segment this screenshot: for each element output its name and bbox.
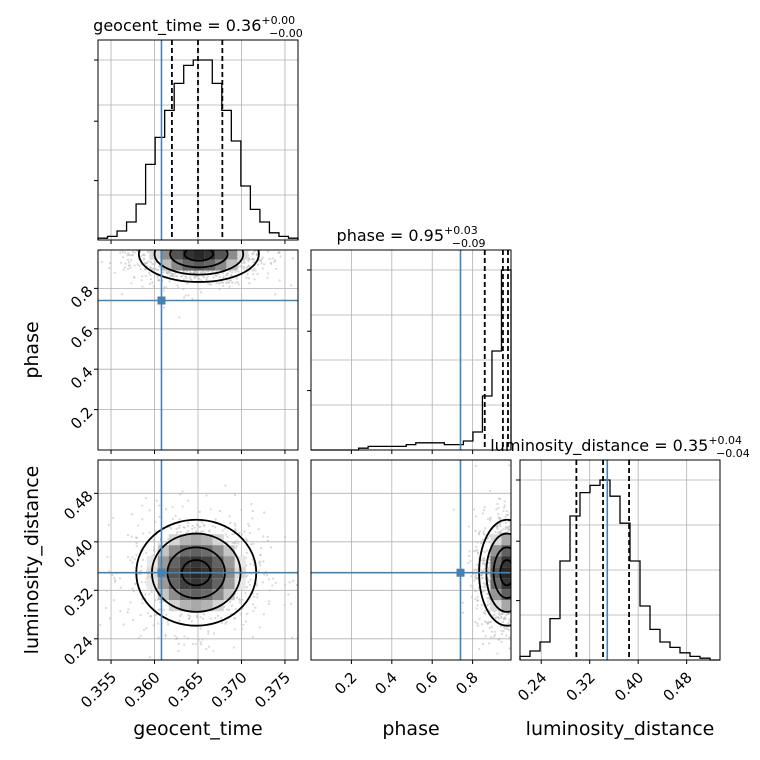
- xtick-label-geocent_time-0: 0.355: [77, 668, 120, 711]
- truth-marker-geocent_time-luminosity_distance: [157, 568, 166, 577]
- histogram-phase: [311, 269, 512, 451]
- title-geocent_time: geocent_time = 0.36+0.00 −0.00: [93, 14, 303, 40]
- xtick-label-geocent_time-3: 0.370: [208, 668, 251, 711]
- contours-geocent_time-phase: [137, 250, 260, 283]
- xtick-label-phase-3: 0.8: [452, 668, 482, 698]
- ylabel-phase: phase: [21, 321, 43, 378]
- xlabel-geocent_time: geocent_time: [133, 718, 262, 740]
- panel-diag-phase: [310, 249, 512, 451]
- panel-diag-luminosity_distance: [519, 459, 721, 661]
- ytick-label-phase-1: 0.4: [67, 363, 97, 393]
- density-geocent_time-phase: [149, 250, 249, 271]
- title-phase: phase = 0.95+0.03 −0.09: [337, 224, 486, 250]
- truth-marker-geocent_time-phase: [157, 296, 166, 305]
- xtick-label-phase-2: 0.6: [412, 668, 442, 698]
- xtick-label-luminosity_distance-2: 0.40: [611, 668, 647, 704]
- xtick-label-phase-1: 0.4: [371, 668, 401, 698]
- xlabel-luminosity_distance: luminosity_distance: [526, 718, 715, 740]
- ytick-label-phase-2: 0.6: [67, 323, 97, 353]
- ytick-label-phase-3: 0.8: [67, 282, 97, 312]
- xlabel-phase: phase: [382, 718, 439, 740]
- ytick-label-luminosity_distance-1: 0.32: [60, 584, 96, 620]
- histogram-luminosity_distance: [519, 479, 720, 661]
- ytick-label-luminosity_distance-2: 0.40: [60, 536, 96, 572]
- truth-marker-phase-luminosity_distance: [456, 568, 465, 577]
- xtick-label-luminosity_distance-0: 0.24: [514, 668, 550, 704]
- ytick-label-luminosity_distance-3: 0.48: [60, 487, 96, 523]
- xtick-label-phase-0: 0.2: [331, 668, 361, 698]
- xtick-label-luminosity_distance-1: 0.32: [563, 668, 599, 704]
- ytick-label-phase-0: 0.2: [67, 403, 97, 433]
- xtick-label-geocent_time-4: 0.375: [251, 668, 294, 711]
- panel-phase-vs-luminosity_distance: [310, 459, 512, 661]
- xtick-label-geocent_time-1: 0.360: [121, 668, 164, 711]
- title-luminosity_distance: luminosity_distance = 0.35+0.04 −0.04: [490, 434, 750, 460]
- ylabel-luminosity_distance: luminosity_distance: [21, 466, 43, 655]
- xtick-label-geocent_time-2: 0.365: [164, 668, 207, 711]
- ytick-label-luminosity_distance-0: 0.24: [60, 633, 96, 669]
- xtick-label-luminosity_distance-3: 0.48: [660, 668, 696, 704]
- histogram-geocent_time: [97, 59, 299, 240]
